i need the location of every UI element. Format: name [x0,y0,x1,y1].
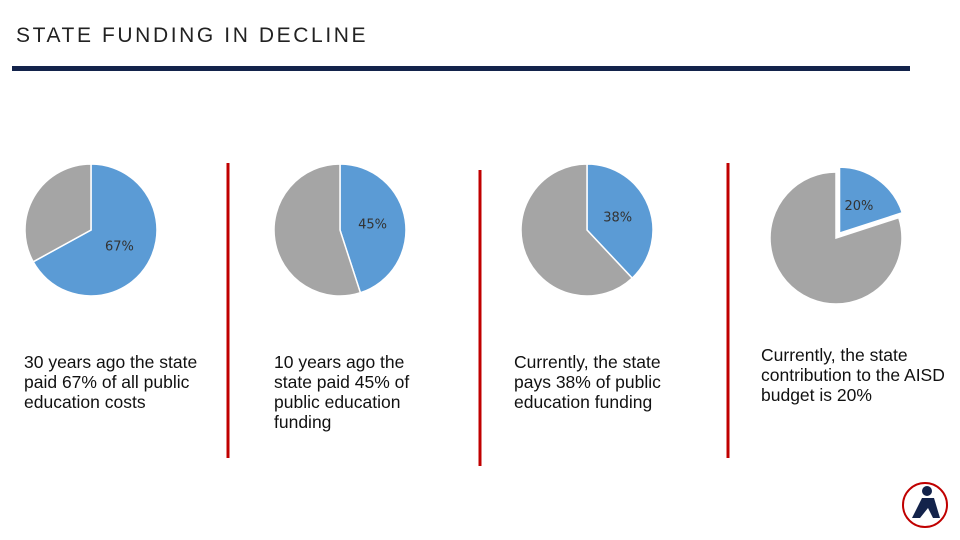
slice-label: 67% [105,239,134,254]
caption: 30 years ago the state paid 67% of all p… [24,352,198,412]
pie-slice [769,171,903,305]
slide-title: STATE FUNDING IN DECLINE [16,24,369,47]
pie-slice [32,163,158,297]
pie-slice [339,163,407,294]
pie-slice [586,163,654,280]
pie-slice [520,163,634,297]
slice-label: 20% [844,199,873,214]
caption: Currently, the state pays 38% of public … [514,352,661,412]
slice-label: 45% [358,217,387,232]
logo [902,482,948,528]
slice-label: 38% [603,210,632,225]
pie-slice [24,163,92,263]
pie-slice [838,166,904,235]
pie-slice [273,163,362,297]
caption: 10 years ago the state paid 45% of publi… [274,352,410,432]
caption: Currently, the state contribution to the… [761,345,945,405]
title-underline [12,66,910,71]
